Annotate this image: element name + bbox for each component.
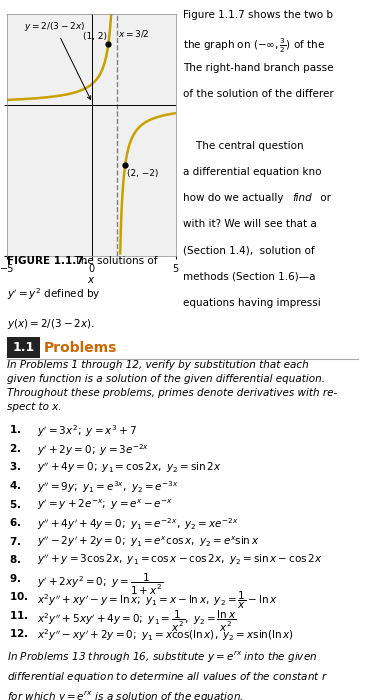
Text: The solutions of: The solutions of (68, 256, 157, 265)
Text: $y'' + y = 3\cos 2x,\ y_1 = \cos x - \cos 2x,\ y_2 = \sin x - \cos 2x$: $y'' + y = 3\cos 2x,\ y_1 = \cos x - \co… (37, 553, 323, 568)
Text: The right-hand branch passe: The right-hand branch passe (183, 63, 333, 73)
Text: $y' + 2xy^2 = 0;\ y = \dfrac{1}{1+x^2}$: $y' + 2xy^2 = 0;\ y = \dfrac{1}{1+x^2}$ (37, 572, 163, 596)
Text: with it? We will see that a: with it? We will see that a (183, 219, 317, 230)
Text: $y' = y^2$ defined by: $y' = y^2$ defined by (7, 286, 101, 302)
Text: how do we actually: how do we actually (183, 193, 287, 203)
Text: $\mathbf{6.}$: $\mathbf{6.}$ (9, 516, 21, 528)
Text: $\mathbf{5.}$: $\mathbf{5.}$ (9, 498, 21, 510)
Text: or: or (317, 193, 330, 203)
Text: $3y' = 2y$: $3y' = 2y$ (37, 699, 80, 700)
Text: (Section 1.4),  solution of: (Section 1.4), solution of (183, 246, 315, 256)
Text: $x^2y'' + 5xy' + 4y = 0;\ y_1 = \dfrac{1}{x^2},\ y_2 = \dfrac{\ln x}{x^2}$: $x^2y'' + 5xy' + 4y = 0;\ y_1 = \dfrac{1… (37, 609, 236, 634)
Text: In Problems 13 through 16, substitute $y = e^{rx}$ into the given
differential e: In Problems 13 through 16, substitute $y… (7, 650, 328, 700)
Text: $\mathbf{10.}$: $\mathbf{10.}$ (9, 590, 29, 602)
Text: $y'' - 2y' + 2y = 0;\ y_1 = e^x\cos x,\ y_2 = e^x\sin x$: $y'' - 2y' + 2y = 0;\ y_1 = e^x\cos x,\ … (37, 535, 259, 549)
Text: $\mathbf{12.}$: $\mathbf{12.}$ (9, 627, 29, 639)
Text: $y' + 2y = 0;\ y = 3e^{-2x}$: $y' + 2y = 0;\ y = 3e^{-2x}$ (37, 442, 149, 458)
Text: $y = 2/(3 - 2x)$: $y = 2/(3 - 2x)$ (24, 20, 91, 99)
FancyBboxPatch shape (7, 337, 40, 358)
Text: $y' = 3x^2;\ y = x^3 + 7$: $y' = 3x^2;\ y = x^3 + 7$ (37, 424, 137, 439)
Text: (1, 2): (1, 2) (83, 32, 107, 41)
Text: (2, −2): (2, −2) (127, 169, 158, 178)
Text: $y'' = 9y;\ y_1 = e^{3x},\ y_2 = e^{-3x}$: $y'' = 9y;\ y_1 = e^{3x},\ y_2 = e^{-3x}… (37, 479, 179, 495)
Text: equations having impressi: equations having impressi (183, 298, 321, 308)
Text: the graph on $(-\infty, \frac{3}{2})$ of the: the graph on $(-\infty, \frac{3}{2})$ of… (183, 36, 325, 55)
Text: $\mathbf{11.}$: $\mathbf{11.}$ (9, 609, 29, 621)
Text: of the solution of the differer: of the solution of the differer (183, 89, 334, 99)
Text: $\mathbf{8.}$: $\mathbf{8.}$ (9, 553, 21, 565)
Text: $\mathbf{7.}$: $\mathbf{7.}$ (9, 535, 21, 547)
Text: methods (Section 1.6)—a: methods (Section 1.6)—a (183, 272, 315, 281)
Text: $\mathbf{3.}$: $\mathbf{3.}$ (9, 461, 21, 473)
Text: $y' = y + 2e^{-x};\ y = e^x - e^{-x}$: $y' = y + 2e^{-x};\ y = e^x - e^{-x}$ (37, 498, 173, 512)
Text: $\mathbf{9.}$: $\mathbf{9.}$ (9, 572, 21, 584)
Text: $\mathbf{1.}$: $\mathbf{1.}$ (9, 424, 21, 435)
Text: $\mathbf{4.}$: $\mathbf{4.}$ (9, 479, 21, 491)
Text: $y(x) = 2/(3 - 2x)$.: $y(x) = 2/(3 - 2x)$. (7, 316, 95, 331)
Text: a differential equation kno: a differential equation kno (183, 167, 321, 177)
Text: $y'' + 4y = 0;\ y_1 = \cos 2x,\ y_2 = \sin 2x$: $y'' + 4y = 0;\ y_1 = \cos 2x,\ y_2 = \s… (37, 461, 222, 475)
Text: Problems: Problems (44, 341, 117, 355)
Text: 1.1: 1.1 (12, 342, 35, 354)
Text: In Problems 1 through 12, verify by substitution that each
given function is a s: In Problems 1 through 12, verify by subs… (7, 360, 337, 412)
Text: Figure 1.1.7 shows the two b: Figure 1.1.7 shows the two b (183, 10, 333, 20)
Text: $x^2y'' - xy' + 2y = 0;\ y_1 = x\cos(\ln x),\ y_2 = x\sin(\ln x)$: $x^2y'' - xy' + 2y = 0;\ y_1 = x\cos(\ln… (37, 627, 294, 643)
Text: $x = 3/2$: $x = 3/2$ (118, 27, 150, 38)
Text: $\mathbf{14.}$: $\mathbf{14.}$ (185, 699, 204, 700)
Text: The central question: The central question (183, 141, 304, 151)
Text: find: find (292, 193, 311, 203)
Text: $\mathbf{13.}$: $\mathbf{13.}$ (9, 699, 29, 700)
Text: $y'' + 4y' + 4y = 0;\ y_1 = e^{-2x},\ y_2 = xe^{-2x}$: $y'' + 4y' + 4y = 0;\ y_1 = e^{-2x},\ y_… (37, 516, 239, 532)
Text: $x^2y'' + xy' - y = \ln x;\ y_1 = x - \ln x,\ y_2 = \dfrac{1}{x} - \ln x$: $x^2y'' + xy' - y = \ln x;\ y_1 = x - \l… (37, 590, 278, 611)
Text: FIGURE 1.1.7.: FIGURE 1.1.7. (7, 256, 88, 265)
X-axis label: $x$: $x$ (87, 275, 96, 285)
Text: $\mathbf{2.}$: $\mathbf{2.}$ (9, 442, 21, 454)
Text: $4y'' = y$: $4y'' = y$ (213, 699, 251, 700)
